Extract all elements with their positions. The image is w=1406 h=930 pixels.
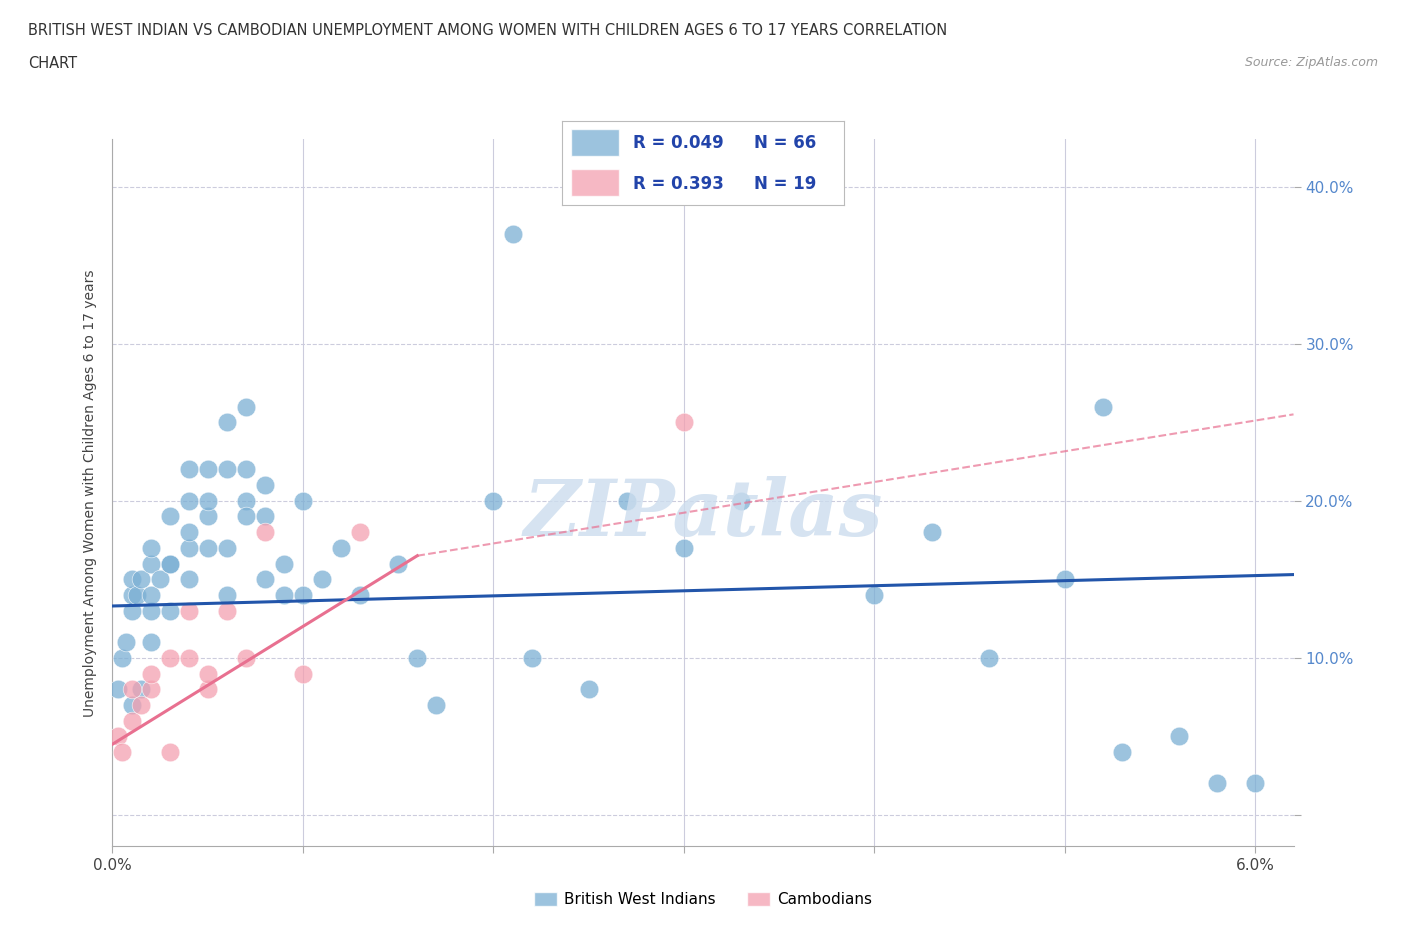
Point	[149, 572, 172, 587]
Point	[406, 650, 429, 665]
Text: N = 66: N = 66	[754, 135, 815, 153]
Legend: British West Indians, Cambodians: British West Indians, Cambodians	[527, 885, 879, 913]
Point	[177, 540, 200, 555]
Point	[197, 540, 219, 555]
Point	[127, 588, 149, 603]
Text: CHART: CHART	[28, 56, 77, 71]
Point	[253, 509, 276, 524]
Point	[1092, 399, 1115, 414]
Point	[1111, 745, 1133, 760]
Text: R = 0.393: R = 0.393	[633, 175, 724, 193]
Bar	[571, 169, 619, 196]
Point	[107, 682, 129, 697]
Point	[311, 572, 333, 587]
Point	[177, 462, 200, 477]
Point	[520, 650, 543, 665]
Point	[215, 604, 238, 618]
Point	[139, 682, 162, 697]
Point	[121, 682, 143, 697]
Point	[197, 493, 219, 508]
Point	[921, 525, 943, 539]
Point	[159, 556, 181, 571]
Point	[235, 462, 257, 477]
Point	[253, 478, 276, 493]
Point	[177, 572, 200, 587]
Point	[330, 540, 353, 555]
Point	[349, 588, 371, 603]
Point	[863, 588, 886, 603]
Point	[121, 572, 143, 587]
Point	[215, 415, 238, 430]
Point	[235, 399, 257, 414]
Point	[111, 650, 134, 665]
Point	[197, 682, 219, 697]
Point	[139, 634, 162, 649]
Point	[482, 493, 505, 508]
Point	[977, 650, 1000, 665]
Point	[215, 462, 238, 477]
Point	[1244, 776, 1267, 790]
Point	[349, 525, 371, 539]
Point	[121, 604, 143, 618]
Point	[177, 493, 200, 508]
Point	[730, 493, 752, 508]
Point	[177, 650, 200, 665]
Point	[253, 572, 276, 587]
Point	[578, 682, 600, 697]
Point	[159, 604, 181, 618]
Point	[121, 588, 143, 603]
Point	[215, 540, 238, 555]
Point	[291, 588, 314, 603]
Point	[111, 745, 134, 760]
Point	[235, 650, 257, 665]
Point	[107, 729, 129, 744]
Point	[672, 540, 695, 555]
Point	[121, 698, 143, 712]
Point	[177, 604, 200, 618]
Point	[197, 509, 219, 524]
Point	[215, 588, 238, 603]
Text: N = 19: N = 19	[754, 175, 815, 193]
Point	[1206, 776, 1229, 790]
Point	[139, 604, 162, 618]
Text: Source: ZipAtlas.com: Source: ZipAtlas.com	[1244, 56, 1378, 69]
Point	[139, 666, 162, 681]
Point	[672, 415, 695, 430]
Point	[291, 666, 314, 681]
Point	[159, 650, 181, 665]
Text: BRITISH WEST INDIAN VS CAMBODIAN UNEMPLOYMENT AMONG WOMEN WITH CHILDREN AGES 6 T: BRITISH WEST INDIAN VS CAMBODIAN UNEMPLO…	[28, 23, 948, 38]
Point	[1168, 729, 1191, 744]
Point	[159, 509, 181, 524]
Point	[121, 713, 143, 728]
Point	[273, 556, 295, 571]
Point	[502, 226, 524, 241]
Point	[139, 588, 162, 603]
Point	[114, 634, 136, 649]
Point	[159, 745, 181, 760]
Y-axis label: Unemployment Among Women with Children Ages 6 to 17 years: Unemployment Among Women with Children A…	[83, 269, 97, 717]
Point	[291, 493, 314, 508]
Point	[235, 493, 257, 508]
Point	[253, 525, 276, 539]
Point	[177, 525, 200, 539]
Point	[139, 556, 162, 571]
Point	[159, 556, 181, 571]
Point	[129, 698, 152, 712]
Point	[387, 556, 409, 571]
Bar	[571, 129, 619, 156]
Point	[197, 462, 219, 477]
Point	[273, 588, 295, 603]
Point	[425, 698, 447, 712]
Point	[235, 509, 257, 524]
Point	[139, 540, 162, 555]
Point	[129, 572, 152, 587]
Point	[616, 493, 638, 508]
Point	[1053, 572, 1076, 587]
Point	[129, 682, 152, 697]
Text: ZIPatlas: ZIPatlas	[523, 476, 883, 552]
Text: R = 0.049: R = 0.049	[633, 135, 724, 153]
Point	[197, 666, 219, 681]
